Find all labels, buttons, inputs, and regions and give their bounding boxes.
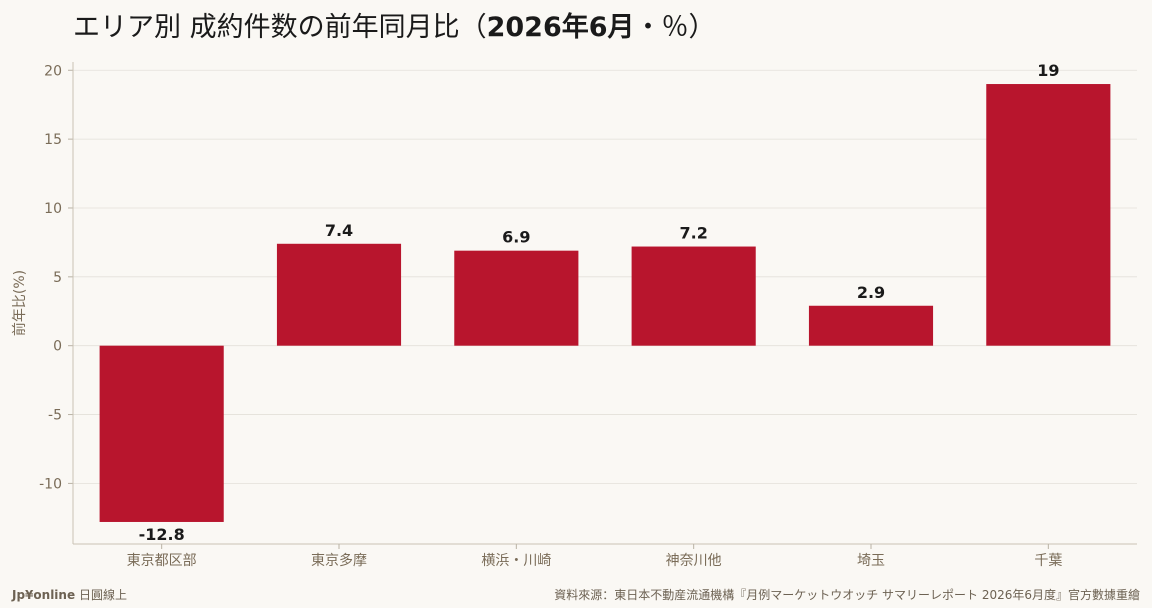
brand-name: Jp¥online (12, 588, 76, 602)
bar (99, 345, 224, 522)
chart-title-tail: ・％） (634, 12, 716, 43)
x-tick-label: 千葉 (1034, 553, 1062, 569)
brand-suffix: 日圓線上 (78, 588, 127, 602)
x-tick-label: 東京多摩 (311, 552, 367, 569)
x-tick-label: 神奈川他 (666, 553, 722, 569)
y-tick-label: -5 (48, 408, 62, 424)
chart-title-main: エリア別 成約件数の前年同月比（ (73, 12, 487, 43)
bar-value-label: 6.9 (502, 228, 530, 247)
bar (631, 246, 756, 346)
y-axis-label: 前年比(%) (11, 270, 28, 336)
bar-value-label: 7.2 (679, 224, 707, 243)
x-tick-label: 横浜・川崎 (481, 553, 551, 569)
x-tick-label: 東京都区部 (127, 553, 197, 569)
bar-value-label: 2.9 (857, 283, 885, 302)
y-tick-label: 15 (44, 132, 62, 148)
bar (986, 84, 1111, 346)
y-tick-label: 10 (44, 201, 62, 217)
y-tick-label: -10 (39, 476, 62, 492)
bar-value-label: -12.8 (139, 525, 185, 544)
bar (808, 305, 934, 346)
y-tick-label: 0 (53, 339, 62, 355)
bar (276, 243, 402, 346)
bar-value-label: 19 (1037, 61, 1059, 80)
x-tick-label: 埼玉 (857, 553, 885, 569)
chart-title: エリア別 成約件数の前年同月比（2026年6月・％） (73, 8, 716, 48)
bar (454, 250, 579, 346)
source-note: 資料來源：東日本不動産流通機構『月例マーケットウオッチ サマリーレポート 202… (554, 588, 1140, 602)
y-tick-label: 20 (44, 63, 62, 79)
bar-value-label: 7.4 (325, 221, 353, 240)
brand-credit: Jp¥online 日圓線上 (12, 586, 127, 603)
chart-title-period: 2026年6月 (486, 12, 635, 43)
y-tick-label: 5 (53, 270, 62, 286)
